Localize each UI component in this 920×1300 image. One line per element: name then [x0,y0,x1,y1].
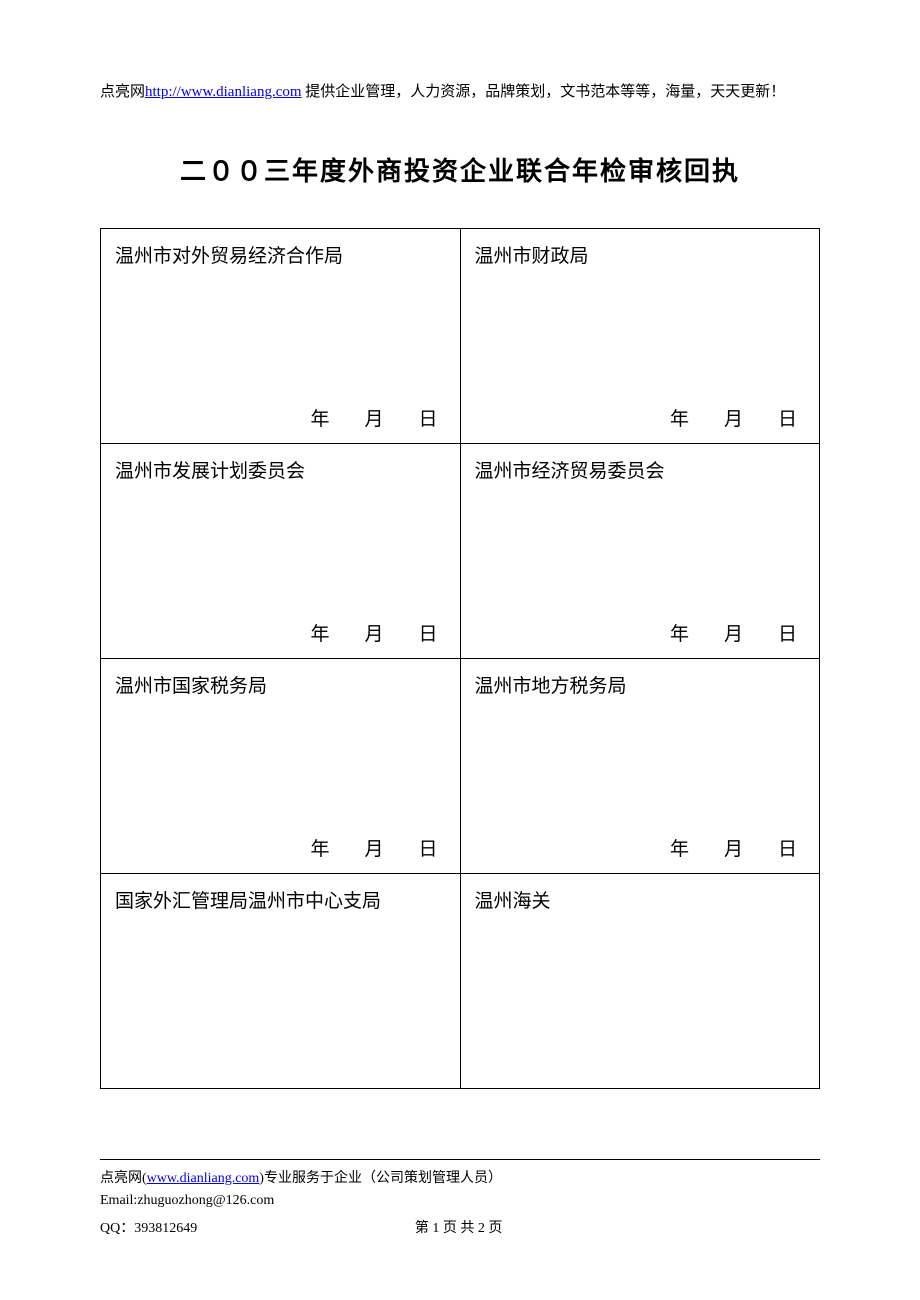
form-cell: 温州市财政局 年 月 日 [460,229,820,444]
date-placeholder: 年 月 日 [670,404,805,431]
cell-label: 温州市国家税务局 [115,671,446,698]
footer-line-1: 点亮网(www.dianliang.com)专业服务于企业（公司策划管理人员） [100,1168,820,1190]
footer-qq: QQ：393812649 [100,1218,197,1240]
table-row: 温州市发展计划委员会 年 月 日 温州市经济贸易委员会 年 月 日 [101,444,820,659]
form-cell: 温州市经济贸易委员会 年 月 日 [460,444,820,659]
page-footer: 点亮网(www.dianliang.com)专业服务于企业（公司策划管理人员） … [100,1159,820,1240]
footer-bottom-row: QQ：393812649 第 1 页 共 2 页 [100,1213,820,1240]
footer-email: Email:zhuguozhong@126.com [100,1190,820,1212]
form-cell: 国家外汇管理局温州市中心支局 [101,874,461,1089]
cell-label: 温州市发展计划委员会 [115,456,446,483]
form-cell: 温州市国家税务局 年 月 日 [101,659,461,874]
header-prefix: 点亮网 [100,84,145,100]
form-cell: 温州市地方税务局 年 月 日 [460,659,820,874]
cell-label: 温州海关 [475,886,806,913]
date-placeholder: 年 月 日 [310,404,445,431]
cell-label: 温州市对外贸易经济合作局 [115,241,446,268]
date-placeholder: 年 月 日 [310,619,445,646]
table-row: 温州市对外贸易经济合作局 年 月 日 温州市财政局 年 月 日 [101,229,820,444]
date-placeholder: 年 月 日 [310,834,445,861]
date-placeholder: 年 月 日 [670,834,805,861]
page-title: 二００三年度外商投资企业联合年检审核回执 [100,151,820,188]
header-suffix: 提供企业管理，人力资源，品牌策划，文书范本等等，海量，天天更新！ [302,84,786,100]
footer-divider [100,1159,820,1160]
cell-label: 温州市地方税务局 [475,671,806,698]
form-cell: 温州市发展计划委员会 年 月 日 [101,444,461,659]
footer-link[interactable]: www.dianliang.com [147,1171,260,1186]
page-number: 第 1 页 共 2 页 [415,1217,503,1237]
page-header: 点亮网http://www.dianliang.com 提供企业管理，人力资源，… [100,80,820,101]
footer-suffix: )专业服务于企业（公司策划管理人员） [259,1171,502,1186]
table-row: 国家外汇管理局温州市中心支局 温州海关 [101,874,820,1089]
table-row: 温州市国家税务局 年 月 日 温州市地方税务局 年 月 日 [101,659,820,874]
form-cell: 温州海关 [460,874,820,1089]
cell-label: 温州市财政局 [475,241,806,268]
footer-prefix: 点亮网( [100,1171,147,1186]
approval-form-table: 温州市对外贸易经济合作局 年 月 日 温州市财政局 年 月 日 温州市发展计划委… [100,228,820,1089]
header-link[interactable]: http://www.dianliang.com [145,84,302,100]
form-cell: 温州市对外贸易经济合作局 年 月 日 [101,229,461,444]
cell-label: 温州市经济贸易委员会 [475,456,806,483]
date-placeholder: 年 月 日 [670,619,805,646]
cell-label: 国家外汇管理局温州市中心支局 [115,886,446,913]
